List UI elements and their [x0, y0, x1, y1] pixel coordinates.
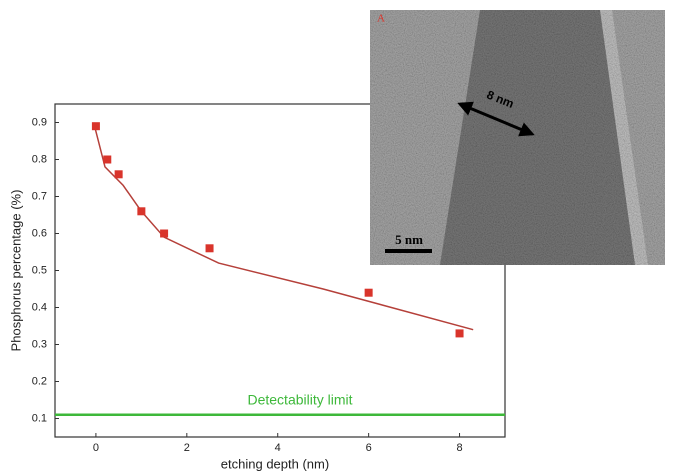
- figure: 0.1 0.2 0.3 0.4 0.5 0.6 0.7 0.8 0.9 0 2 4 6 8 etching …: [0, 0, 675, 473]
- scale-bar-label: 5 nm: [395, 232, 423, 247]
- limit-label: Detectability limit: [247, 392, 352, 408]
- data-point: [456, 329, 464, 337]
- y-tick-label: 0.4: [32, 301, 47, 313]
- x-axis-label: etching depth (nm): [221, 456, 329, 471]
- y-tick-label: 0.8: [32, 153, 47, 165]
- x-tick-label: 8: [456, 442, 462, 454]
- tem-inset: A 8 nm 5 nm: [370, 10, 665, 265]
- data-point: [115, 170, 123, 178]
- y-tick-label: 0.5: [32, 264, 47, 276]
- tem-image: [370, 10, 665, 265]
- data-point: [160, 230, 168, 238]
- data-point: [92, 122, 100, 130]
- panel-label: A: [377, 13, 385, 25]
- y-tick-label: 0.2: [32, 375, 47, 387]
- x-tick-label: 4: [275, 442, 281, 454]
- x-tick-label: 6: [366, 442, 372, 454]
- y-tick-label: 0.7: [32, 190, 47, 202]
- data-point: [137, 207, 145, 215]
- x-tick-label: 2: [184, 442, 190, 454]
- y-tick-label: 0.9: [32, 116, 47, 128]
- y-tick-label: 0.6: [32, 227, 47, 239]
- data-point: [206, 244, 214, 252]
- x-tick-label: 0: [93, 442, 99, 454]
- data-point: [103, 156, 111, 164]
- y-axis-label: Phosphorus percentage (%): [8, 190, 23, 352]
- data-point: [365, 289, 373, 297]
- y-tick-label: 0.1: [32, 412, 47, 424]
- y-tick-label: 0.3: [32, 338, 47, 350]
